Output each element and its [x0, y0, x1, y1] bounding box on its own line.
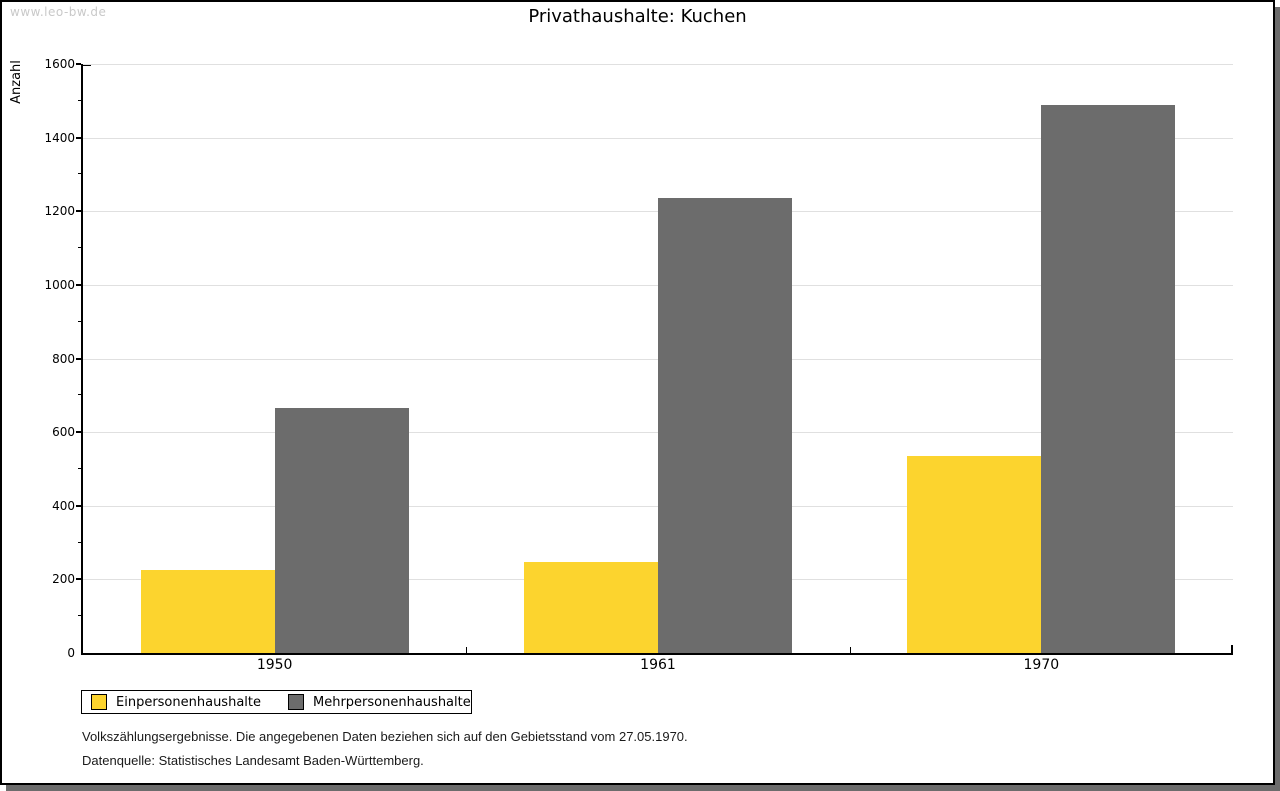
legend-swatch — [91, 694, 107, 710]
legend-item: Mehrpersonenhaushalte — [288, 694, 471, 710]
y-tick-label: 200 — [52, 572, 75, 587]
y-minor-tick — [78, 615, 81, 617]
bar-1961-einpersonenhaushalte — [524, 562, 658, 653]
y-minor-tick — [78, 467, 81, 469]
plot-area: 0 200 400 600 800 1000 1200 1400 1600 1950 1961 197… — [44, 57, 1233, 673]
y-tick-label: 600 — [52, 425, 75, 440]
watermark: www.leo-bw.de — [10, 5, 107, 19]
page-title: Privathaushalte: Kuchen — [528, 6, 747, 27]
x-category-tick — [466, 647, 468, 653]
x-category-tick — [849, 647, 851, 653]
y-tick-label: 1200 — [44, 204, 75, 219]
y-tick-label: 400 — [52, 498, 75, 513]
legend-swatch — [288, 694, 304, 710]
y-major-tick — [76, 283, 81, 286]
legend: Einpersonenhaushalte Mehrpersonenhaushalt… — [81, 690, 472, 714]
legend-item: Einpersonenhaushalte — [91, 694, 261, 710]
y-tick-label: 1400 — [44, 130, 75, 145]
y-major-tick — [76, 63, 81, 65]
x-axis-end-cap — [1231, 645, 1233, 653]
y-tick-label: 800 — [52, 351, 75, 366]
y-minor-tick — [78, 394, 81, 396]
y-axis-title: Anzahl — [9, 60, 24, 104]
y-minor-tick — [78, 541, 81, 543]
x-tick-label: 1961 — [640, 657, 676, 673]
y-major-tick — [76, 136, 81, 139]
legend-label: Mehrpersonenhaushalte — [313, 694, 471, 710]
gridline — [83, 137, 1233, 139]
y-major-tick — [76, 210, 81, 213]
bar-1970-mehrpersonenhaushalte — [1041, 104, 1176, 653]
footnote-line: Volkszählungsergebnisse. Die angegebenen… — [82, 729, 688, 744]
x-tick-label: 1950 — [256, 657, 293, 673]
bar-1950-mehrpersonenhaushalte — [274, 407, 409, 653]
legend-label: Einpersonenhaushalte — [116, 694, 261, 710]
y-axis-end-cap — [83, 64, 91, 66]
bar-1961-mehrpersonenhaushalte — [658, 198, 792, 653]
bar-1950-einpersonenhaushalte — [140, 569, 275, 653]
y-minor-tick — [78, 320, 81, 322]
y-minor-tick — [78, 173, 81, 175]
x-tick-label: 1970 — [1023, 657, 1060, 673]
y-major-tick — [76, 578, 81, 581]
gridline — [83, 64, 1233, 65]
y-minor-tick — [78, 247, 81, 249]
footnote-line: Datenquelle: Statistisches Landesamt Bad… — [82, 753, 424, 768]
y-tick-label: 0 — [67, 646, 75, 660]
bar-1970-einpersonenhaushalte — [907, 456, 1042, 653]
y-minor-tick — [78, 99, 81, 101]
y-major-tick — [76, 431, 81, 434]
y-major-tick — [76, 504, 81, 507]
y-tick-label: 1000 — [44, 277, 75, 292]
y-tick-label: 1600 — [44, 57, 75, 71]
y-major-tick — [76, 357, 81, 360]
